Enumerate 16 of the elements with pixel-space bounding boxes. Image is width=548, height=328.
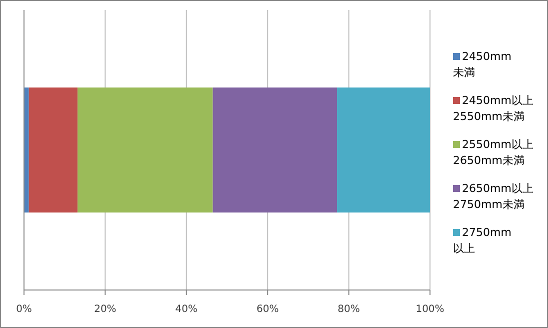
- x-tick-label: 20%: [94, 304, 116, 315]
- legend-label: 2450mm 未満: [453, 50, 512, 79]
- bar: [337, 88, 430, 212]
- legend-label: 2450mm以上 2550mm未満: [453, 94, 534, 123]
- legend-label: 2750mm 以上: [453, 226, 512, 255]
- x-tick-label: 100%: [416, 304, 444, 315]
- bar: [78, 88, 213, 212]
- legend-label: 2550mm以上 2650mm未満: [453, 138, 534, 167]
- x-tick-label: 0%: [16, 304, 32, 315]
- x-tick-label: 60%: [256, 304, 279, 315]
- bar: [28, 88, 78, 212]
- bar: [212, 88, 338, 212]
- x-tick-label: 80%: [338, 304, 360, 315]
- legend-label: 2650mm以上 2750mm未満: [453, 182, 534, 211]
- bar: [24, 88, 29, 212]
- x-tick-label: 40%: [175, 304, 198, 315]
